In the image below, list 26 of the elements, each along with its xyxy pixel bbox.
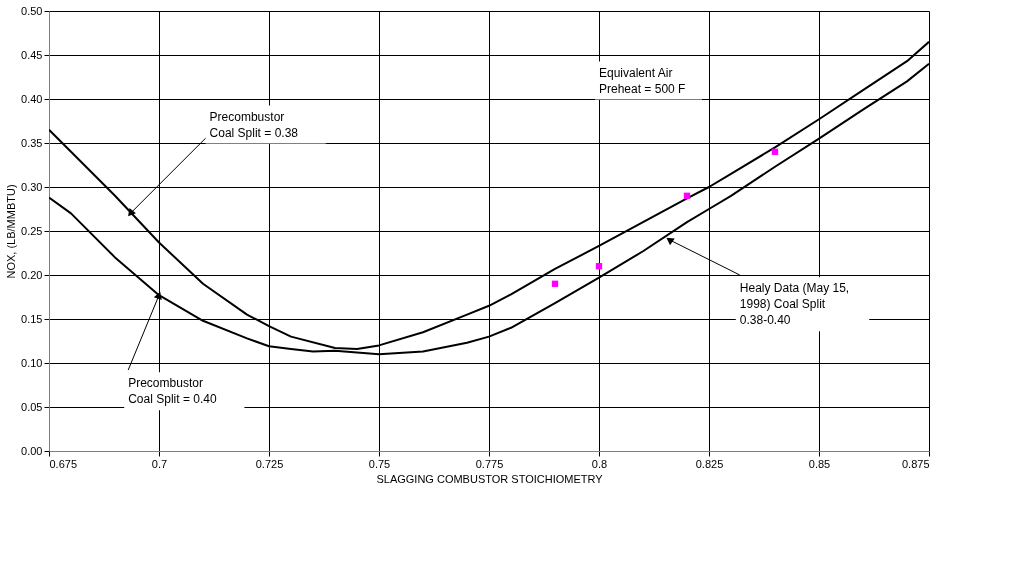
y-tick-label: 0.20 [21,268,43,281]
x-tick-label: 0.775 [475,457,504,470]
x-tick-label: 0.725 [255,457,284,470]
y-tick-label: 0.05 [21,400,43,413]
annotation: Precombustor Coal Split = 0.40 [128,376,217,407]
x-tick-label: 0.85 [808,457,831,470]
annotation: Precombustor Coal Split = 0.38 [209,109,299,140]
y-tick-label: 0.50 [21,4,43,17]
annotation: Equivalent Air Preheat = 500 F [599,65,686,96]
y-tick-label: 0.10 [21,356,43,369]
y-tick-label: 0.35 [21,136,43,149]
x-tick-label: 0.675 [49,457,78,470]
y-tick-label: 0.40 [21,92,43,105]
y-tick-label: 0.15 [21,312,43,325]
y-tick-label: 0.45 [21,48,43,61]
y-tick-label: 0.00 [21,444,43,457]
x-tick-label: 0.875 [901,457,930,470]
x-tick-label: 0.825 [695,457,724,470]
x-tick-label: 0.75 [368,457,391,470]
x-tick-label: 0.8 [591,457,608,470]
annotation: Healy Data (May 15, 1998) Coal Split 0.38-0.40 [739,281,850,328]
y-axis-title: NOX, (LB/MMBTU) [5,184,18,279]
x-axis-title: SLAGGING COMBUSTOR STOICHIOMETRY [376,472,604,485]
x-tick-label: 0.7 [151,457,168,470]
y-tick-label: 0.30 [21,180,43,193]
y-tick-label: 0.25 [21,224,43,237]
